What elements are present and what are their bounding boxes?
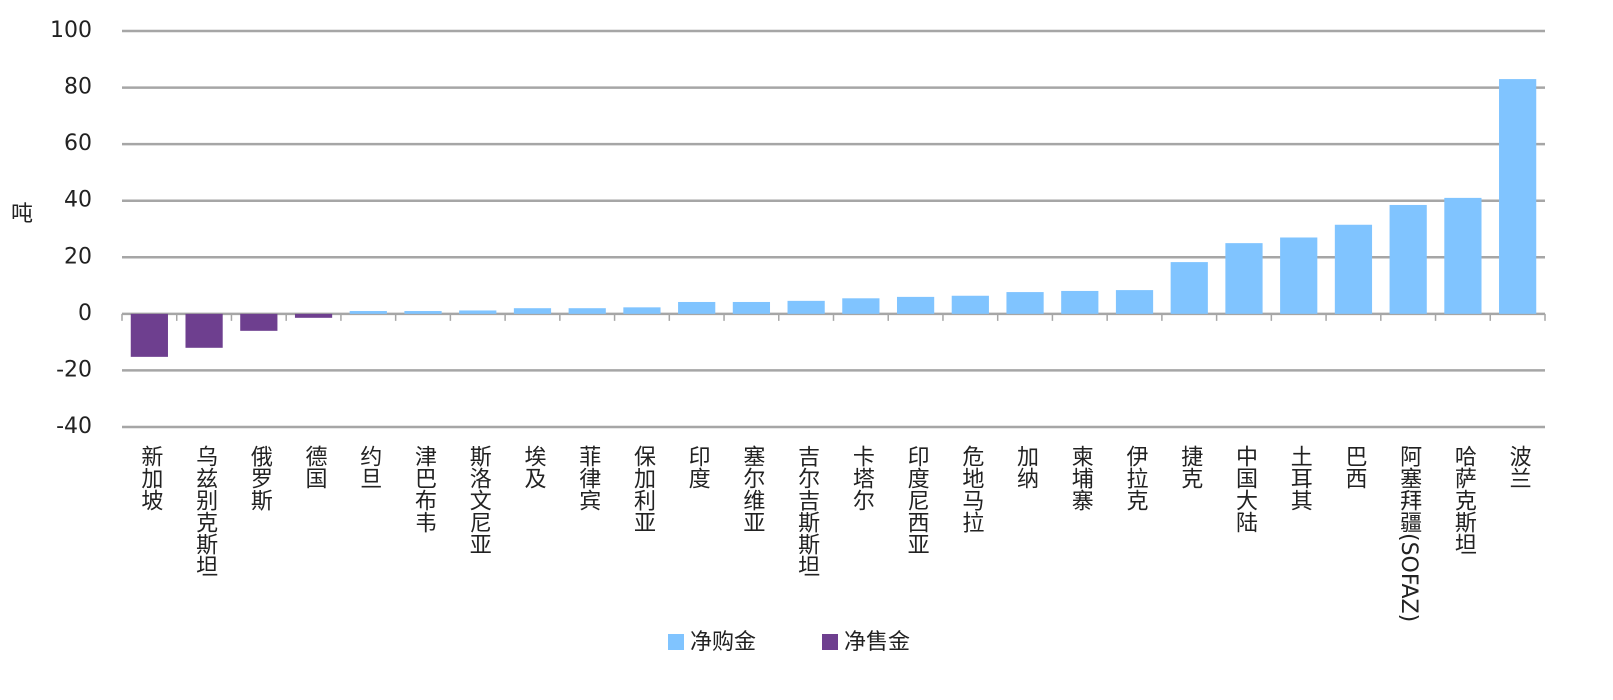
x-tick-label: 巴西 [1341, 445, 1366, 489]
bar [1115, 290, 1154, 314]
bar [349, 311, 387, 314]
x-tick-label: 吉尔吉斯斯坦 [794, 445, 820, 577]
bar [294, 313, 333, 318]
bar [459, 310, 497, 314]
y-tick-label: 0 [78, 301, 92, 326]
x-tick-label: 约旦 [356, 445, 382, 489]
y-tick-label: -20 [56, 357, 92, 382]
bar [185, 313, 223, 348]
y-tick-label: 80 [64, 75, 92, 100]
x-tick-label: 伊拉克 [1123, 445, 1149, 511]
y-tick-label: -40 [56, 414, 92, 439]
x-tick-label: 德国 [302, 445, 328, 489]
y-tick-label: 100 [50, 18, 92, 43]
bar [1061, 290, 1099, 314]
legend-label: 净售金 [844, 630, 910, 655]
x-tick-label: 印度 [685, 445, 711, 489]
bar [1389, 204, 1427, 314]
bar [678, 301, 716, 314]
x-tick-label: 塞尔维亚 [739, 445, 765, 533]
x-tick-label: 卡塔尔 [849, 445, 875, 511]
x-tick-label: 保加利亚 [630, 445, 656, 533]
x-tick-label: 波兰 [1506, 445, 1532, 489]
x-tick-label: 哈萨克斯坦 [1451, 445, 1477, 555]
y-tick-label: 20 [64, 244, 92, 269]
bar [130, 313, 168, 357]
y-tick-label: 60 [64, 131, 92, 156]
x-tick-label: 加纳 [1013, 445, 1039, 489]
x-tick-label: 菲律宾 [575, 445, 601, 511]
legend-swatch [668, 634, 684, 650]
y-tick-label: 40 [64, 188, 92, 213]
x-tick-label: 印度尼西亚 [904, 445, 930, 555]
x-tick-label: 危地马拉 [958, 445, 984, 533]
x-tick-label: 斯洛文尼亚 [466, 445, 492, 555]
bar [787, 300, 825, 314]
bar [1334, 224, 1373, 314]
bar [1225, 243, 1263, 314]
bar [568, 308, 606, 314]
bar [404, 311, 442, 314]
bar [732, 301, 771, 314]
x-tick-label: 津巴布韦 [411, 445, 437, 533]
bar [1006, 292, 1044, 314]
x-tick-label: 捷克 [1177, 445, 1203, 489]
x-tick-label: 柬埔寨 [1068, 445, 1094, 511]
x-tick-label: 中国大陆 [1232, 445, 1258, 533]
bar [513, 308, 552, 314]
legend-label: 净购金 [690, 630, 756, 655]
x-tick-label: 埃及 [520, 445, 546, 489]
x-tick-label: 阿塞拜疆(SOFAZ) [1396, 445, 1422, 622]
bar [623, 307, 661, 314]
bar [240, 313, 278, 331]
x-tick-label: 新加坡 [137, 445, 163, 511]
bar [1280, 237, 1318, 314]
bar [1444, 197, 1482, 314]
legend-swatch [822, 634, 838, 650]
x-tick-label: 乌兹别克斯坦 [192, 445, 218, 577]
x-tick-label: 俄罗斯 [247, 445, 273, 511]
bar [842, 298, 880, 314]
bar [1170, 262, 1208, 314]
y-axis-title: 吨 [11, 202, 33, 227]
x-tick-label: 土耳其 [1287, 445, 1313, 511]
bar [896, 296, 935, 314]
bar [1499, 79, 1537, 314]
bar [951, 295, 989, 314]
